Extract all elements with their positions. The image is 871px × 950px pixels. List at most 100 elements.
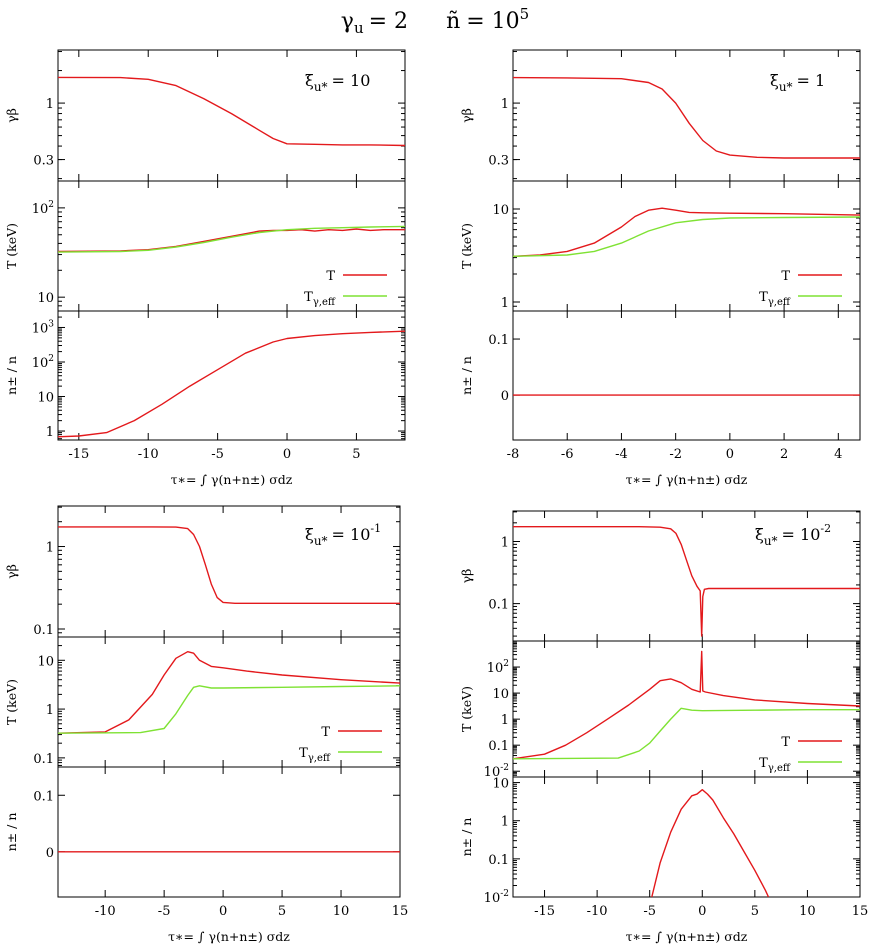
y-axis-label: T (keV) bbox=[4, 223, 19, 269]
y-tick-label: 10 bbox=[492, 203, 509, 218]
y-tick-label: 102 bbox=[32, 200, 54, 217]
x-tick-label: 2 bbox=[780, 447, 788, 462]
x-tick-label: -2 bbox=[669, 447, 682, 462]
y-tick-label: 10 bbox=[37, 291, 54, 306]
panel-T: 10-2 0.1 1 10 102 T (keV) T Tγ,eff bbox=[459, 640, 861, 780]
y-tick-label: 1 bbox=[501, 815, 509, 830]
y-tick-label: 0.1 bbox=[33, 789, 54, 804]
y-tick-label: 102 bbox=[487, 659, 509, 676]
y-axis-label: n± / n bbox=[459, 818, 474, 857]
x-tick-label: 10 bbox=[799, 904, 816, 919]
xi-annotation: ξu* = 10 bbox=[305, 71, 370, 94]
panel-frame bbox=[57, 310, 406, 441]
series-line-gamma-beta bbox=[57, 76, 406, 147]
subplot-xi-10-minus-1: 0.1 1 γβ 0.1 1 10 T (keV) T Tγ,eff 0 0.1 n± / n -10 -… bbox=[4, 505, 409, 944]
x-tick-label: -8 bbox=[507, 447, 520, 462]
panel-T: 0.1 1 10 T (keV) T Tγ,eff bbox=[4, 636, 401, 768]
x-tick-label: 15 bbox=[392, 904, 409, 919]
x-tick-label: -10 bbox=[138, 447, 159, 462]
y-tick-label: 1 bbox=[501, 713, 509, 728]
series-line-T bbox=[57, 651, 401, 734]
x-tick-label: 0 bbox=[283, 447, 291, 462]
x-tick-label: 10 bbox=[333, 904, 350, 919]
y-tick-label: 1 bbox=[46, 425, 54, 440]
y-axis-label: γβ bbox=[4, 108, 19, 123]
y-axis-label: γβ bbox=[4, 564, 19, 579]
y-tick-label: 1 bbox=[46, 97, 54, 112]
y-tick-label: 0.1 bbox=[488, 333, 509, 348]
legend-label-T: T bbox=[326, 269, 335, 284]
x-tick-label: 5 bbox=[352, 447, 360, 462]
panel-frame bbox=[57, 766, 401, 898]
legend-label-T-gamma-eff: Tγ,eff bbox=[304, 290, 336, 308]
panel-frame bbox=[57, 180, 406, 312]
x-tick-label: 0 bbox=[219, 904, 227, 919]
y-tick-label: 0.3 bbox=[33, 154, 54, 169]
y-tick-label: 102 bbox=[32, 354, 54, 371]
x-tick-label: 4 bbox=[834, 447, 842, 462]
y-tick-label: 10-2 bbox=[484, 889, 509, 906]
panel-gb: 0.3 1 γβ bbox=[459, 49, 861, 182]
y-tick-label: 10 bbox=[37, 654, 54, 669]
legend-label-T: T bbox=[321, 725, 330, 740]
series-line-gamma-beta bbox=[512, 76, 860, 159]
legend-label-T-gamma-eff: Tγ,eff bbox=[759, 290, 791, 308]
y-tick-label: 1 bbox=[46, 541, 54, 556]
x-tick-label: 5 bbox=[751, 904, 759, 919]
legend-label-T-gamma-eff: Tγ,eff bbox=[759, 756, 791, 774]
y-tick-label: 0.1 bbox=[488, 853, 509, 868]
y-tick-label: 103 bbox=[32, 319, 55, 336]
y-tick-label: 0 bbox=[46, 846, 54, 861]
legend-label-T: T bbox=[781, 735, 790, 750]
y-tick-label: 10 bbox=[492, 777, 509, 792]
x-axis-label: τ∗= ∫ γ(n+n±) σdz bbox=[626, 472, 748, 487]
x-tick-label: -15 bbox=[534, 904, 555, 919]
y-axis-label: n± / n bbox=[4, 813, 19, 852]
panel-n: 1 10 102 103 n± / n bbox=[4, 310, 406, 441]
legend-label-T: T bbox=[781, 269, 790, 284]
y-axis-label: T (keV) bbox=[459, 686, 474, 732]
x-tick-label: 15 bbox=[852, 904, 869, 919]
x-tick-label: -15 bbox=[68, 447, 89, 462]
series-line-pair-density bbox=[57, 330, 406, 438]
panel-gb: 0.1 1 γβ bbox=[4, 505, 401, 638]
panel-frame bbox=[512, 49, 861, 182]
y-tick-label: 0.1 bbox=[33, 752, 54, 767]
series-line-gamma-beta bbox=[513, 526, 860, 637]
y-tick-label: 0.3 bbox=[488, 154, 509, 169]
y-tick-label: 0.1 bbox=[488, 739, 509, 754]
y-tick-label: 0 bbox=[501, 389, 509, 404]
x-tick-label: 0 bbox=[726, 447, 734, 462]
panel-T: 10 102 T (keV) T Tγ,eff bbox=[4, 180, 406, 312]
series-line-T-gamma-eff bbox=[57, 225, 406, 253]
x-axis-label: τ∗= ∫ γ(n+n±) σdz bbox=[171, 472, 293, 487]
figure-title: γu = 2 ñ = 105 bbox=[341, 5, 529, 37]
y-axis-label: γβ bbox=[459, 108, 474, 123]
y-tick-label: 10 bbox=[492, 687, 509, 702]
x-axis-label: τ∗= ∫ γ(n+n±) σdz bbox=[168, 929, 290, 944]
series-line-T bbox=[57, 228, 405, 253]
subplot-xi-10: 0.3 1 γβ 10 102 T (keV) T Tγ,eff 1 10 102 103 n± / n… bbox=[4, 49, 406, 487]
y-axis-label: n± / n bbox=[459, 356, 474, 395]
y-axis-label: T (keV) bbox=[4, 679, 19, 725]
x-axis-label: τ∗= ∫ γ(n+n±) σdz bbox=[626, 929, 748, 944]
y-tick-label: 0.1 bbox=[488, 598, 509, 613]
x-tick-label: -6 bbox=[561, 447, 574, 462]
xi-annotation: ξu* = 1 bbox=[770, 71, 825, 94]
x-tick-label: -10 bbox=[95, 904, 116, 919]
x-tick-label: 0 bbox=[698, 904, 706, 919]
y-axis-label: T (keV) bbox=[459, 223, 474, 269]
x-tick-label: 5 bbox=[278, 904, 286, 919]
panel-frame bbox=[512, 776, 861, 898]
series-line-T bbox=[512, 207, 861, 257]
series-line-gamma-beta bbox=[58, 526, 400, 604]
y-tick-label: 1 bbox=[501, 97, 509, 112]
y-tick-label: 1 bbox=[46, 703, 54, 718]
series-line-T bbox=[512, 650, 861, 760]
y-axis-label: n± / n bbox=[4, 356, 19, 395]
x-tick-label: -5 bbox=[643, 904, 656, 919]
x-tick-label: -10 bbox=[587, 904, 608, 919]
panel-frame bbox=[57, 49, 406, 182]
